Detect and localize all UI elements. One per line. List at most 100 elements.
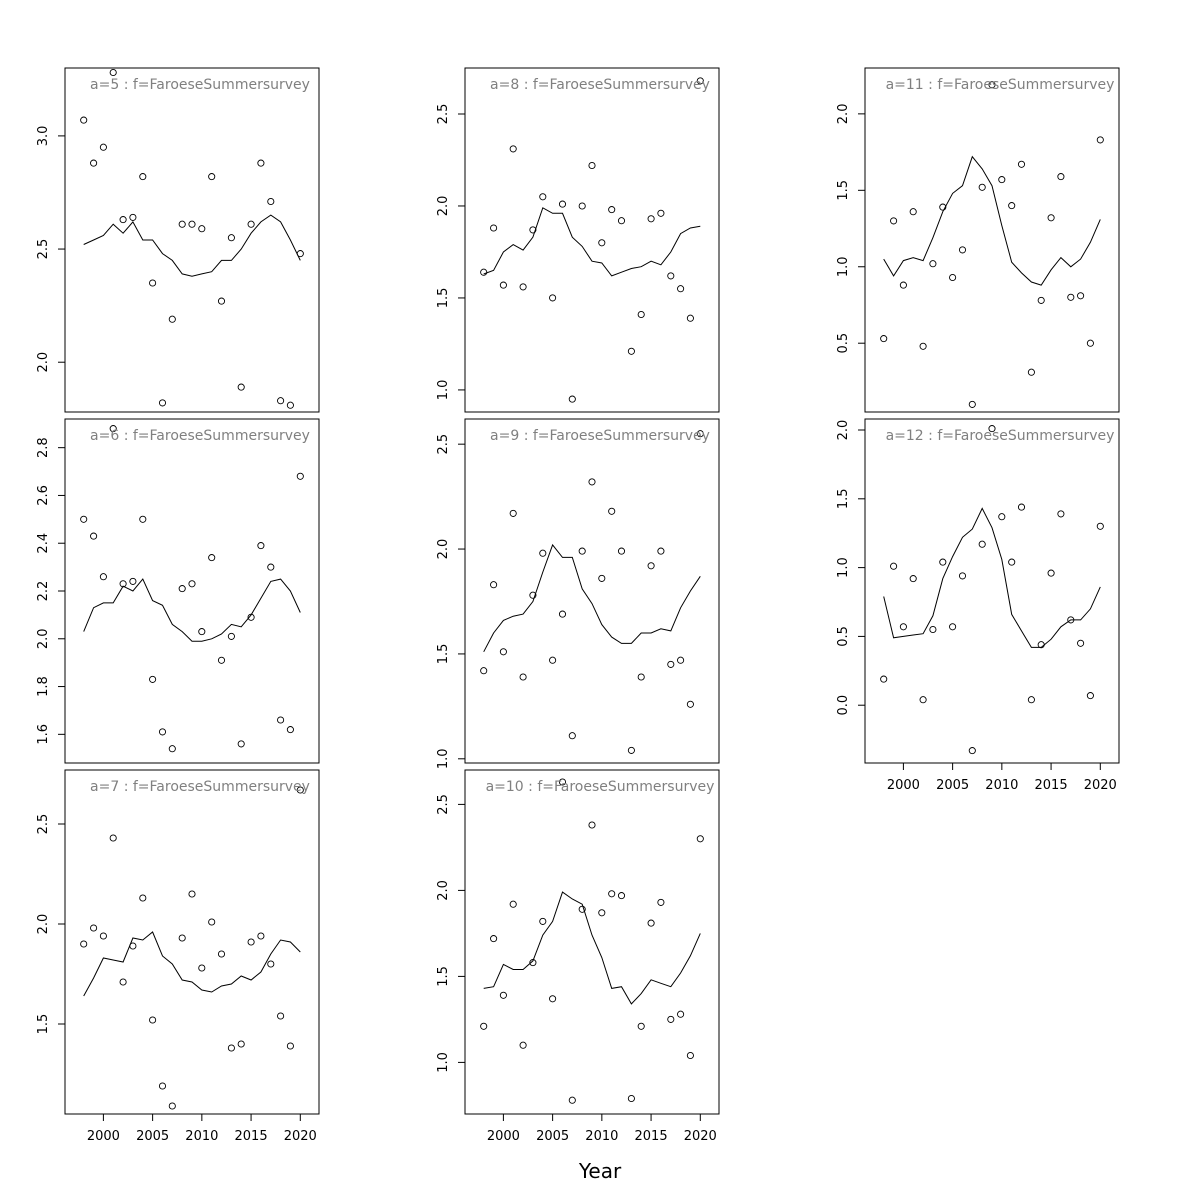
observed-point xyxy=(1057,173,1065,181)
observed-point xyxy=(499,281,507,289)
observed-point xyxy=(677,1010,685,1018)
observed-point xyxy=(608,890,616,898)
observed-point xyxy=(1067,293,1075,301)
observed-point xyxy=(198,964,206,972)
observed-point xyxy=(588,821,596,829)
observed-point xyxy=(958,246,967,254)
plot-frame xyxy=(464,67,720,413)
observed-point xyxy=(558,778,567,786)
observed-point xyxy=(80,940,88,948)
observed-point xyxy=(899,281,907,289)
observed-point xyxy=(149,675,157,683)
observed-point xyxy=(608,507,616,515)
panel-8: 0.0 0.5 1.0 1.5 2.0 2000 2005 2010 2015 2020 a=12 … xyxy=(836,418,1120,793)
observed-point xyxy=(627,1094,635,1103)
observed-point xyxy=(958,572,967,580)
observed-point xyxy=(608,206,616,214)
plot-frame xyxy=(464,418,720,764)
observed-point xyxy=(277,716,285,724)
y-tick-label: 1.5 xyxy=(436,288,451,309)
y-tick-label: 1.0 xyxy=(436,380,451,401)
observed-point xyxy=(480,1022,488,1030)
y-tick-label: 1.6 xyxy=(36,724,51,745)
observed-point xyxy=(1047,569,1055,577)
observed-point xyxy=(909,575,917,583)
observed-point xyxy=(529,959,537,967)
observed-point xyxy=(1086,339,1094,347)
observed-point xyxy=(686,1051,694,1060)
observed-point xyxy=(129,942,137,950)
observed-point xyxy=(647,215,655,223)
observed-point xyxy=(499,648,507,656)
observed-point xyxy=(208,173,216,181)
observed-point xyxy=(149,279,157,287)
observed-point xyxy=(529,591,537,599)
observed-point xyxy=(929,260,937,268)
observed-point xyxy=(539,917,547,925)
observed-point xyxy=(490,224,498,232)
x-tick-label: 2020 xyxy=(284,1129,317,1144)
y-tick-label: 2.0 xyxy=(36,352,51,373)
observed-point xyxy=(247,220,255,228)
observed-point xyxy=(667,1015,675,1023)
observed-point xyxy=(657,547,665,555)
observed-point xyxy=(286,726,294,734)
observed-point xyxy=(677,656,685,664)
observed-point xyxy=(998,513,1006,521)
observed-point xyxy=(667,660,675,668)
observed-point xyxy=(677,285,685,293)
observed-point xyxy=(890,562,898,570)
observed-point xyxy=(158,1082,167,1090)
observed-point xyxy=(286,401,294,409)
observed-point xyxy=(568,1096,576,1104)
plot-frame xyxy=(864,67,1120,413)
observed-point xyxy=(217,950,226,958)
observed-point xyxy=(490,935,498,943)
y-tick-label: 2.0 xyxy=(36,628,51,649)
observed-point xyxy=(637,673,645,681)
observed-point xyxy=(99,573,107,581)
x-tick-label: 2015 xyxy=(1035,778,1068,793)
observed-point xyxy=(267,197,275,206)
observed-point xyxy=(637,1022,645,1030)
panel-1: 2.0 2.5 3.0 a=5 : f=FaroeseSummersurvey xyxy=(36,67,320,413)
observed-point xyxy=(657,209,665,217)
y-tick-label: 2.0 xyxy=(436,539,451,560)
fitted-line xyxy=(483,207,701,277)
panel-title: a=6 : f=FaroeseSummersurvey xyxy=(90,428,310,444)
observed-point xyxy=(80,515,88,523)
y-tick-label: 2.0 xyxy=(836,104,851,125)
observed-point xyxy=(149,1016,157,1024)
observed-point xyxy=(227,1044,235,1052)
y-tick-label: 1.5 xyxy=(436,966,451,987)
observed-point xyxy=(1096,522,1104,530)
y-tick-label: 2.6 xyxy=(36,485,51,506)
observed-point xyxy=(90,924,98,932)
observed-point xyxy=(627,746,635,754)
observed-point xyxy=(509,900,517,908)
observed-point xyxy=(568,395,576,403)
panel-title: a=5 : f=FaroeseSummersurvey xyxy=(90,77,310,93)
observed-point xyxy=(558,610,567,618)
observed-point xyxy=(257,932,265,940)
observed-point xyxy=(237,1040,245,1048)
panel-7: 0.5 1.0 1.5 2.0 a=11 : f=FaroeseSummersurvey xyxy=(836,67,1120,413)
y-tick-label: 0.5 xyxy=(836,626,851,647)
observed-point xyxy=(1017,160,1026,168)
x-tick-label: 2010 xyxy=(185,1129,218,1144)
observed-point xyxy=(686,314,694,322)
observed-point xyxy=(558,200,567,208)
observed-point xyxy=(549,294,557,302)
panel-3: 1.5 2.0 2.5 2000 2005 2010 2015 2020 a=7 : f=Far… xyxy=(36,769,320,1144)
observed-point xyxy=(578,202,586,210)
observed-point xyxy=(296,786,304,794)
fitted-line xyxy=(883,155,1101,286)
observed-point xyxy=(1067,616,1075,624)
observed-point xyxy=(257,159,265,167)
observed-point xyxy=(988,81,996,89)
observed-point xyxy=(880,675,888,683)
observed-point xyxy=(109,425,117,433)
observed-point xyxy=(237,740,245,748)
y-tick-label: 1.0 xyxy=(836,557,851,578)
fitted-line xyxy=(83,578,301,642)
